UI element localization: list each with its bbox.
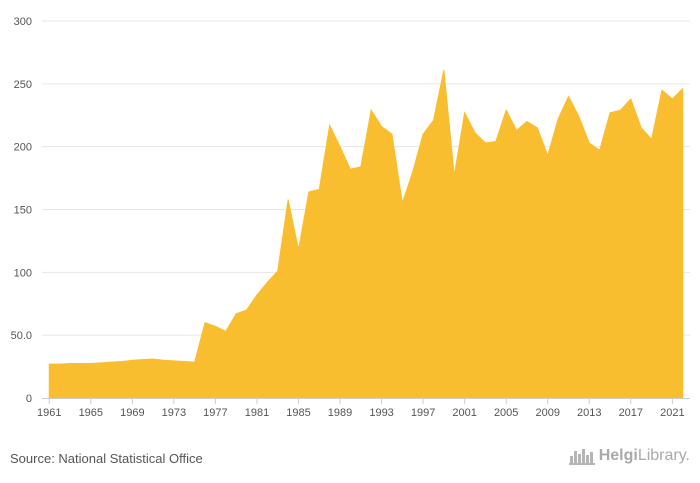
- x-tick-label: 2001: [452, 407, 476, 419]
- y-axis-ticks: 0 50.0 100 150 200 250 300: [11, 16, 32, 405]
- y-tick-label: 100: [14, 267, 32, 279]
- y-tick-label: 50.0: [11, 330, 32, 342]
- x-tick-label: 1973: [162, 407, 186, 419]
- helgi-library-logo: HelgiLibrary.: [568, 447, 690, 465]
- skyline-icon: [568, 449, 595, 465]
- x-tick-label: 1993: [369, 407, 393, 419]
- source-note: Source: National Statistical Office: [10, 451, 203, 466]
- x-tick-label: 2021: [660, 407, 684, 419]
- x-tick-label: 1969: [120, 407, 144, 419]
- y-tick-label: 0: [26, 393, 32, 405]
- y-tick-label: 250: [14, 79, 32, 91]
- x-axis-ticks: 1961 1965 1969 1973 1977 1981 1985 1989 1993 1997…: [37, 398, 685, 419]
- x-tick-label: 2005: [494, 407, 518, 419]
- brand-suffix: Library.: [637, 447, 690, 464]
- y-tick-label: 150: [14, 205, 32, 217]
- x-tick-label: 2013: [577, 407, 601, 419]
- x-tick-label: 1981: [245, 407, 269, 419]
- x-tick-label: 1997: [411, 407, 435, 419]
- x-tick-label: 1965: [79, 407, 103, 419]
- x-tick-label: 2017: [619, 407, 643, 419]
- x-tick-label: 1985: [286, 407, 310, 419]
- area-series: [48, 69, 684, 399]
- y-tick-label: 300: [14, 16, 32, 28]
- y-tick-label: 200: [14, 142, 32, 154]
- x-tick-label: 1989: [328, 407, 352, 419]
- area-chart: 0 50.0 100 150 200 250 300 1961 1965 1969 1973 197…: [11, 16, 690, 419]
- x-tick-label: 2009: [535, 407, 559, 419]
- x-tick-label: 1977: [203, 407, 227, 419]
- brand-prefix: Helgi: [598, 447, 638, 464]
- area-fill: [48, 69, 684, 399]
- x-tick-label: 1961: [37, 407, 61, 419]
